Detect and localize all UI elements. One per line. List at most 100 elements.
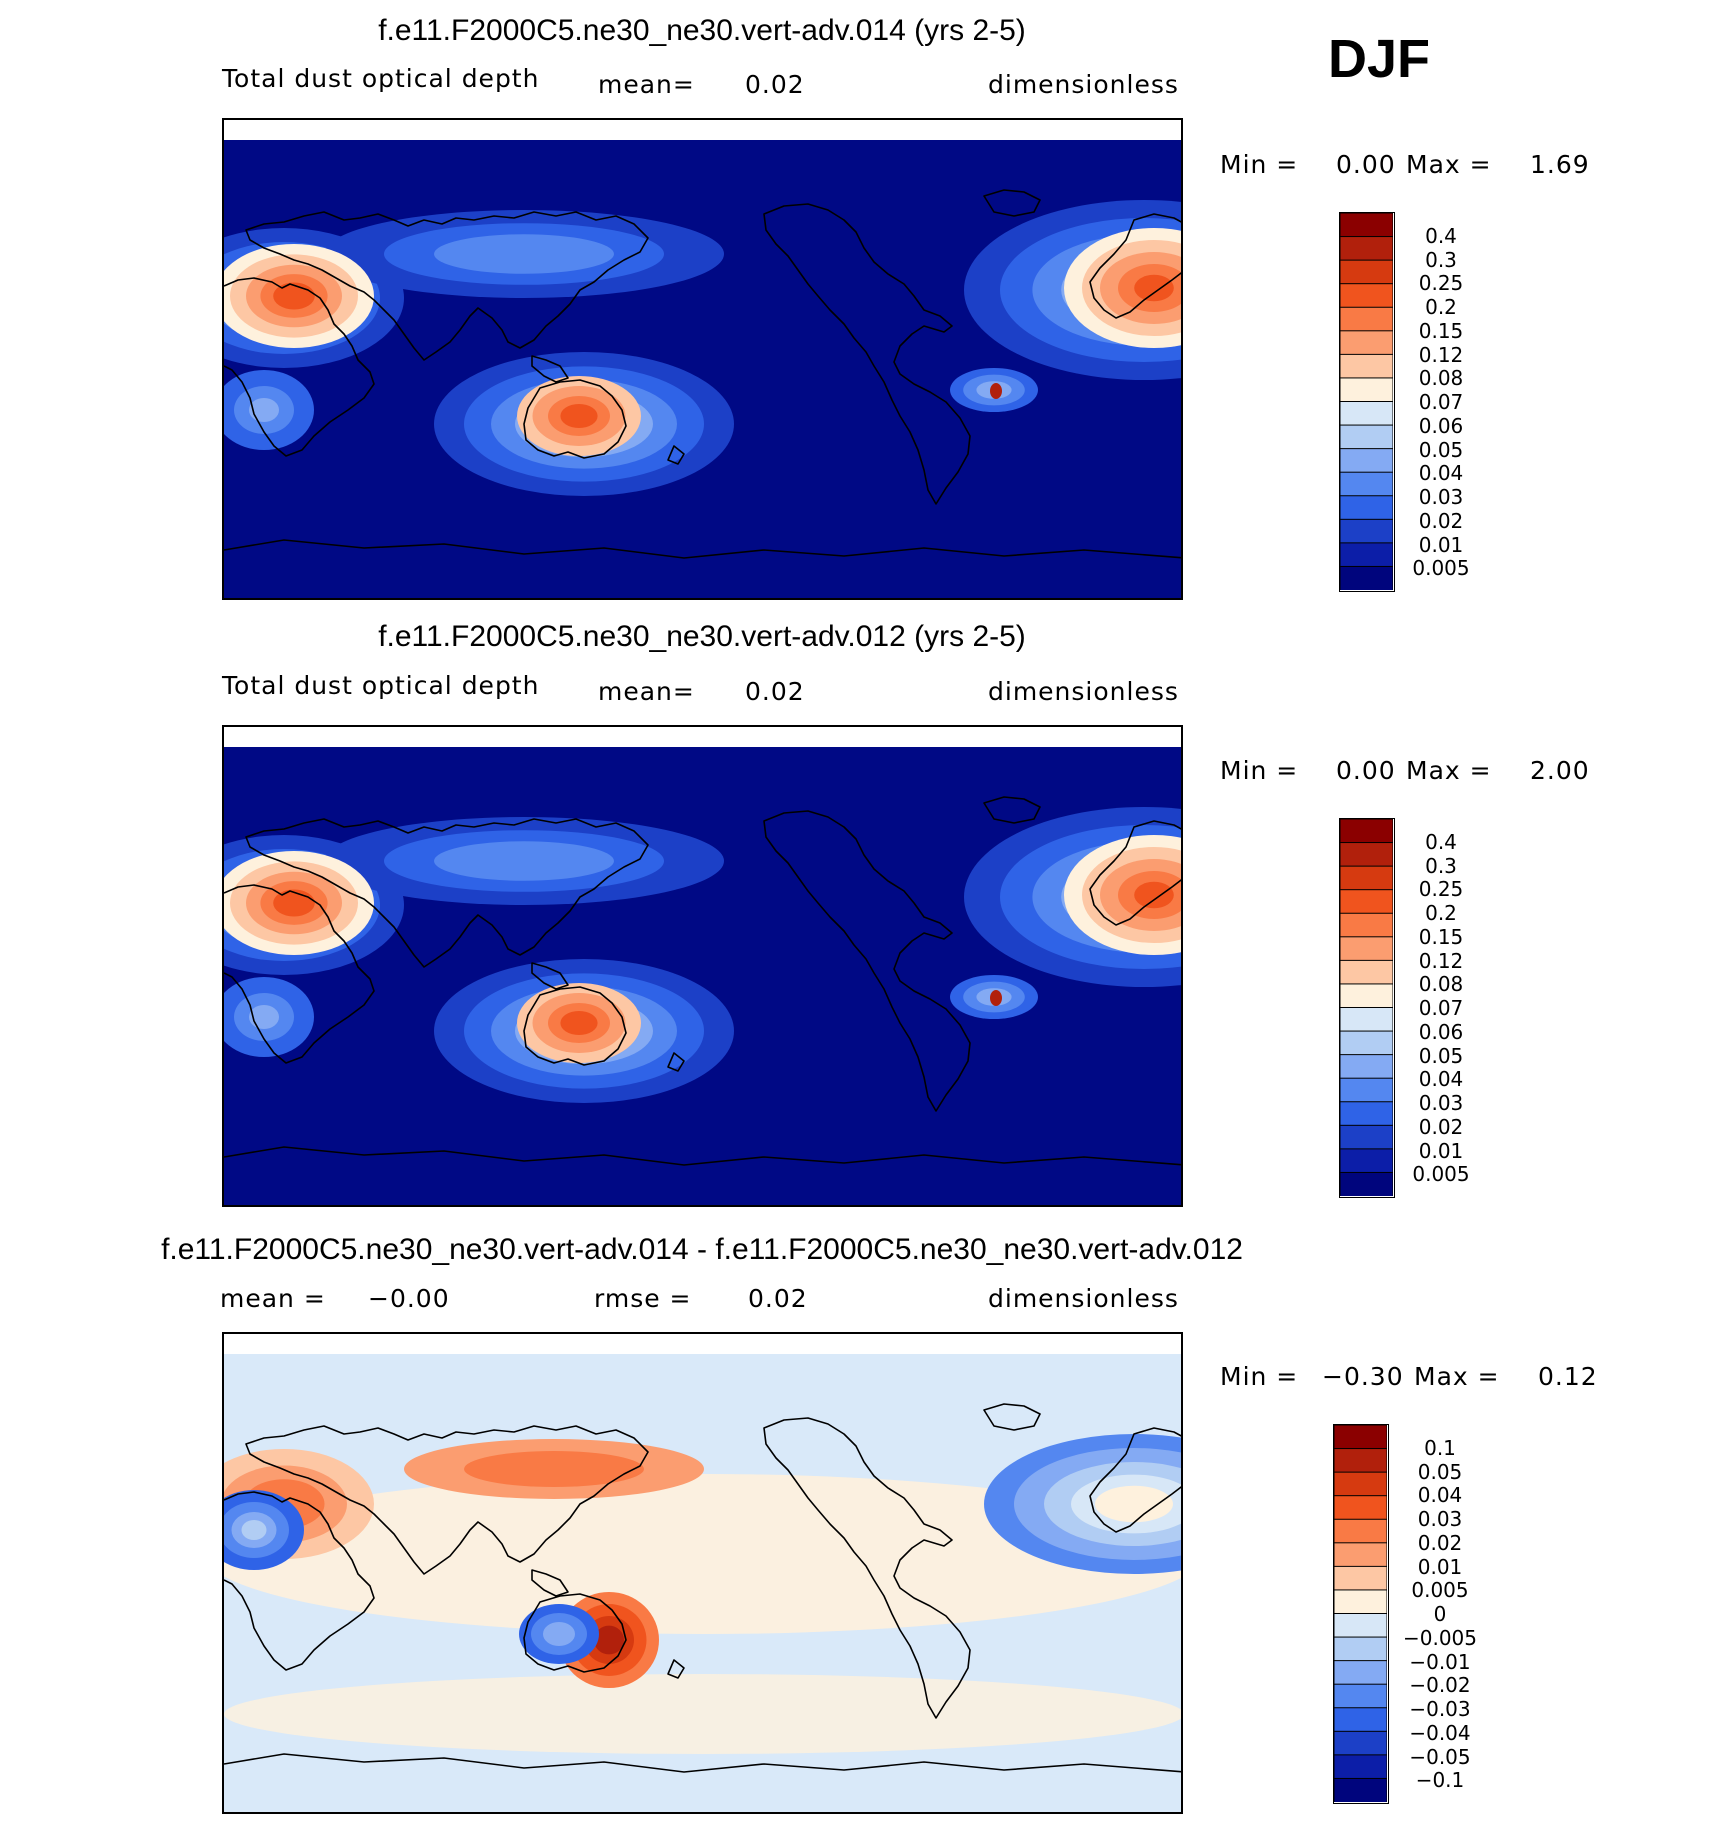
colorbar-swatch <box>1334 1660 1387 1686</box>
coastline <box>983 1403 1041 1431</box>
colorbar-tick-label: 0.03 <box>1417 1507 1463 1531</box>
panel-3-min-label: Min = <box>1220 1362 1299 1391</box>
colorbar-swatch <box>1340 1054 1393 1080</box>
colorbar-swatch <box>1340 565 1393 590</box>
coastline <box>245 818 649 968</box>
colorbar-tick-label: 0.06 <box>1418 413 1464 438</box>
panel-2-stat1-label: mean= <box>598 677 695 706</box>
colorbar-tick-label: 0.005 <box>1411 1578 1469 1603</box>
panel-1-stat1-label: mean= <box>598 70 695 99</box>
field-contour <box>560 404 598 428</box>
colorbar-swatch <box>1334 1777 1387 1802</box>
colorbar-tick-label: 0.04 <box>1417 1483 1463 1508</box>
panel-3-colorbar <box>1333 1424 1389 1804</box>
panel-1-max-value: 1.69 <box>1530 150 1590 179</box>
field-contour <box>434 841 614 881</box>
panel-2-stat1-value: 0.02 <box>745 677 805 706</box>
colorbar-tick-label: 0.03 <box>1418 1091 1464 1115</box>
colorbar-swatch <box>1340 1077 1393 1103</box>
colorbar-tick-label: 0.04 <box>1418 461 1464 486</box>
panel-3-map <box>222 1332 1183 1814</box>
panel-3-stat2-label: rmse = <box>594 1284 692 1313</box>
colorbar-swatch <box>1334 1636 1387 1662</box>
colorbar-tick-label: 0.04 <box>1418 1067 1464 1092</box>
coastline <box>1089 213 1181 319</box>
coastline <box>763 203 971 505</box>
colorbar-swatch <box>1334 1495 1387 1521</box>
colorbar-swatch <box>1340 471 1393 497</box>
coastline <box>224 1146 1181 1166</box>
colorbar-tick-label: 0.06 <box>1418 1019 1464 1044</box>
coastline <box>523 379 627 459</box>
colorbar-tick-label: −0.005 <box>1402 1625 1477 1650</box>
colorbar-tick-label: 0 <box>1433 1602 1447 1626</box>
colorbar-tick-label: 0.2 <box>1425 295 1457 319</box>
colorbar-swatch <box>1334 1754 1387 1780</box>
colorbar-tick-label: 0.2 <box>1425 901 1457 925</box>
coastline <box>224 1491 375 1671</box>
colorbar-tick-label: 0.12 <box>1418 342 1464 367</box>
field-contour <box>224 1674 1181 1754</box>
colorbar-swatch <box>1334 1730 1387 1756</box>
colorbar-swatch <box>1340 377 1393 403</box>
coastline <box>531 355 569 383</box>
colorbar-tick-label: 0.3 <box>1425 853 1457 878</box>
field-contour <box>1134 274 1174 302</box>
colorbar-tick-label: 0.005 <box>1412 1162 1470 1187</box>
colorbar-tick-label: −0.01 <box>1409 1649 1471 1674</box>
panel-1-map <box>222 118 1183 600</box>
colorbar-swatch <box>1334 1471 1387 1497</box>
colorbar-swatch <box>1340 819 1393 844</box>
coastline <box>224 277 375 457</box>
panel-2-units: dimensionless <box>988 677 1179 706</box>
colorbar-swatch <box>1334 1542 1387 1568</box>
coastline <box>763 1417 971 1719</box>
colorbar-swatch <box>1340 983 1393 1009</box>
field-contour <box>1095 1485 1173 1523</box>
colorbar-tick-label: 0.05 <box>1418 437 1464 462</box>
coastline <box>245 211 649 361</box>
field-contour <box>543 1622 575 1646</box>
panel-2-max-label: Max = <box>1406 756 1492 785</box>
field-contour <box>990 383 1002 399</box>
colorbar-swatch <box>1340 1124 1393 1150</box>
panel-2-colorbar <box>1339 818 1395 1198</box>
panel-1-stat1-value: 0.02 <box>745 70 805 99</box>
colorbar-swatch <box>1340 495 1393 521</box>
colorbar-tick-label: 0.02 <box>1418 1114 1464 1139</box>
panel-2-min-label: Min = <box>1220 756 1299 785</box>
colorbar-tick-label: −0.02 <box>1409 1673 1471 1698</box>
panel-3-max-label: Max = <box>1414 1362 1500 1391</box>
colorbar-tick-label: 0.07 <box>1418 996 1464 1020</box>
colorbar-tick-label: 0.05 <box>1417 1459 1463 1484</box>
colorbar-swatch <box>1340 912 1393 938</box>
panel-3-title: f.e11.F2000C5.ne30_ne30.vert-adv.014 - f… <box>161 1233 1243 1266</box>
coastline <box>763 810 971 1112</box>
panel-1-min-value: 0.00 <box>1336 150 1396 179</box>
panel-3-units: dimensionless <box>988 1284 1179 1313</box>
colorbar-tick-label: 0.07 <box>1418 390 1464 414</box>
coastline <box>531 962 569 990</box>
colorbar-swatch <box>1340 213 1393 238</box>
panel-2-map <box>222 725 1183 1207</box>
panel-3-max-value: 0.12 <box>1538 1362 1598 1391</box>
panel-1-units: dimensionless <box>988 70 1179 99</box>
coastline <box>224 1753 1181 1773</box>
field-contour <box>560 1011 598 1035</box>
colorbar-swatch <box>1340 236 1393 262</box>
field-contour <box>464 1451 644 1487</box>
coastline <box>1089 1427 1181 1533</box>
coastline <box>667 445 685 465</box>
coastline <box>245 1425 649 1575</box>
colorbar-swatch <box>1334 1425 1387 1450</box>
panel-3-min-value: −0.30 <box>1322 1362 1404 1391</box>
colorbar-swatch <box>1340 1007 1393 1033</box>
field-contour <box>434 234 614 274</box>
colorbar-tick-label: 0.4 <box>1425 829 1457 854</box>
colorbar-swatch <box>1334 1448 1387 1474</box>
field-contour <box>249 1005 279 1029</box>
coastline <box>531 1569 569 1597</box>
panel-3-stat1-label: mean = <box>220 1284 326 1313</box>
coastline <box>224 884 375 1064</box>
field-contour <box>241 1520 267 1540</box>
